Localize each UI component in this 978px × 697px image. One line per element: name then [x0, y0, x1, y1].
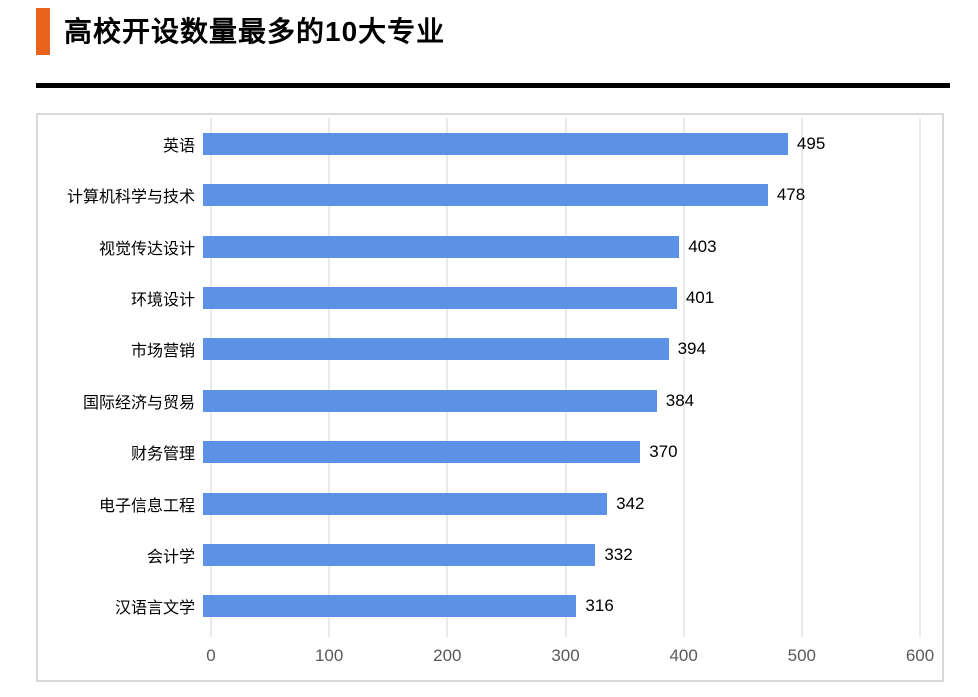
gridline-0 [210, 118, 212, 637]
chart-row: 计算机科学与技术 478 [38, 169, 942, 220]
category-label: 汉语言文学 [114, 600, 195, 618]
gridline-300 [565, 118, 566, 637]
bar-市场营销 [203, 338, 669, 361]
chart-row: 国际经济与贸易 384 [38, 375, 942, 426]
value-label: 401 [685, 287, 715, 307]
bar-track: 370 [203, 441, 912, 464]
bar-国际经济与贸易 [203, 389, 657, 412]
value-label: 478 [776, 185, 806, 205]
value-label: 394 [677, 339, 706, 359]
chart-row: 财务管理 370 [38, 426, 942, 477]
bar-track: 394 [203, 338, 912, 361]
chart-rows: 英语 495 计算机科学与技术 478 视觉传达设计 403 环境设计 401 市场营销 394 国… [38, 118, 942, 632]
category-label: 计算机科学与技术 [66, 189, 195, 207]
bar-环境设计 [203, 286, 677, 309]
chart-row: 市场营销 394 [38, 324, 942, 375]
bar-财务管理 [203, 441, 641, 464]
category-label: 市场营销 [130, 343, 195, 361]
category-label: 财务管理 [130, 446, 195, 464]
chart-row: 电子信息工程 342 [38, 478, 942, 529]
gridline-500 [801, 118, 803, 637]
chart-row: 英语 495 [38, 118, 942, 169]
bar-track: 495 [203, 132, 912, 155]
bar-电子信息工程 [203, 492, 608, 515]
x-tick-label: 500 [787, 646, 817, 665]
x-tick-label: 600 [905, 646, 935, 665]
x-axis-tick-labels: 0 100 200 300 400 500 600 [206, 646, 934, 670]
x-tick-label: 400 [669, 646, 698, 665]
value-label: 316 [585, 596, 614, 616]
category-label: 会计学 [146, 548, 195, 566]
x-tick-label: 100 [314, 646, 344, 665]
chart-row: 会计学 332 [38, 529, 942, 580]
x-tick-label: 0 [206, 646, 216, 665]
category-label: 国际经济与贸易 [82, 394, 195, 412]
chart-row: 环境设计 401 [38, 272, 942, 323]
bar-track: 403 [203, 235, 912, 258]
category-label: 英语 [162, 137, 195, 155]
gridline-100 [328, 118, 330, 637]
gridline-200 [446, 118, 448, 637]
bar-汉语言文学 [203, 595, 577, 618]
gridlines [210, 118, 921, 637]
value-label: 332 [604, 544, 633, 564]
x-tick-label: 200 [433, 646, 462, 665]
bar-track: 342 [203, 492, 912, 515]
title-accent-bar [36, 8, 50, 55]
value-label: 403 [688, 236, 717, 256]
chart-row: 视觉传达设计 403 [38, 221, 942, 272]
bar-track: 316 [203, 595, 912, 618]
gridline-600 [919, 118, 921, 637]
bar-会计学 [203, 543, 596, 566]
bar-track: 478 [203, 184, 912, 207]
bar-英语 [203, 132, 788, 155]
value-label: 370 [649, 442, 678, 462]
value-label: 384 [665, 390, 695, 410]
category-label: 电子信息工程 [98, 497, 195, 515]
bar-chart: 英语 495 计算机科学与技术 478 视觉传达设计 403 环境设计 401 市场营销 394 国… [36, 113, 944, 682]
category-label: 视觉传达设计 [98, 240, 195, 258]
value-label: 495 [796, 133, 826, 153]
bar-视觉传达设计 [203, 235, 680, 258]
title-divider [36, 83, 950, 88]
bar-track: 384 [203, 389, 912, 412]
chart-row: 汉语言文学 316 [38, 581, 942, 632]
category-label: 环境设计 [130, 291, 195, 309]
bar-track: 401 [203, 286, 912, 309]
bar-计算机科学与技术 [203, 184, 768, 207]
x-tick-label: 300 [551, 646, 580, 665]
page-title: 高校开设数量最多的10大专业 [64, 16, 446, 47]
gridline-400 [683, 118, 685, 637]
value-label: 342 [616, 493, 645, 513]
bar-track: 332 [203, 543, 912, 566]
